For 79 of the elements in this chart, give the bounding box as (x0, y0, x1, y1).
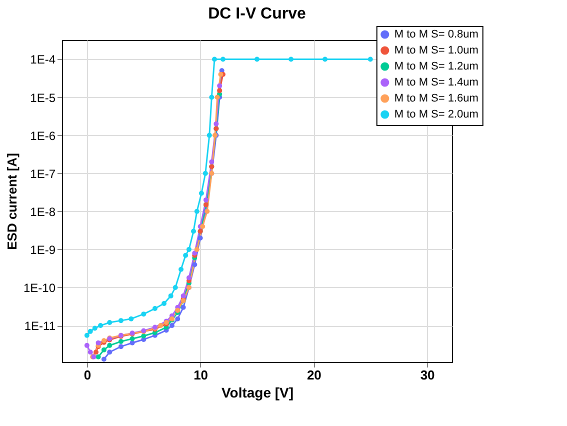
point (212, 56, 217, 62)
point (94, 350, 99, 355)
point (169, 323, 174, 328)
point (107, 350, 112, 355)
point (141, 312, 146, 317)
point (98, 323, 104, 328)
point (198, 235, 203, 240)
x-tick-label: 0 (84, 368, 92, 382)
x-tick-label: 10 (194, 368, 208, 382)
point (217, 83, 222, 88)
point (183, 252, 188, 258)
point (191, 228, 196, 234)
point (194, 246, 200, 252)
legend-label: M to M S= 1.6um (394, 92, 478, 104)
point (88, 350, 93, 355)
point (172, 284, 178, 290)
point (209, 159, 214, 164)
y-tick-label: 1E-6 (30, 128, 56, 143)
point (130, 336, 135, 342)
point (368, 56, 373, 62)
point (198, 190, 204, 196)
x-axis-title: Voltage [V] (221, 384, 294, 400)
point (203, 197, 208, 202)
chart-title: DC I-V Curve (208, 6, 306, 22)
point (96, 354, 101, 360)
y-tick-label: 1E-8 (30, 204, 56, 219)
point (101, 356, 106, 362)
point (254, 56, 260, 62)
point (192, 262, 198, 268)
point (202, 170, 208, 176)
point (96, 340, 101, 346)
point (107, 320, 112, 326)
point (220, 56, 226, 62)
y-tick-label: 1E-7 (30, 166, 56, 181)
point (84, 342, 90, 348)
point (180, 304, 186, 310)
legend-label: M to M S= 1.4um (394, 76, 478, 88)
point (214, 121, 219, 126)
point (107, 342, 112, 348)
point (178, 266, 184, 272)
point (92, 326, 98, 331)
y-tick-label: 1E-4 (30, 52, 56, 67)
point (209, 94, 214, 100)
point (168, 293, 174, 298)
point (186, 246, 192, 252)
y-tick-label: 1E-9 (30, 242, 56, 257)
point (118, 344, 124, 350)
point (217, 88, 222, 94)
point (194, 208, 200, 214)
point (180, 293, 186, 298)
point (118, 339, 124, 344)
point (88, 328, 93, 334)
legend-label: M to M S= 0.8um (394, 28, 478, 40)
point (118, 318, 124, 324)
point (141, 334, 146, 339)
point (175, 316, 180, 322)
y-tick-label: 1E-5 (30, 90, 56, 105)
point (162, 300, 167, 306)
point (128, 316, 134, 322)
point (130, 340, 135, 346)
x-tick-label: 30 (420, 368, 435, 382)
point (101, 347, 106, 352)
point (200, 224, 206, 230)
point (206, 132, 212, 138)
point (322, 56, 328, 62)
x-tick-label: 20 (306, 368, 322, 382)
point (152, 306, 158, 312)
legend-label: M to M S= 2.0um (394, 108, 478, 120)
point (214, 94, 220, 100)
legend-label: M to M S= 1.0um (394, 44, 478, 56)
y-tick-label: 1E-11 (24, 319, 56, 334)
point (218, 72, 224, 77)
legend-label: M to M S= 1.2um (394, 60, 478, 72)
y-axis-title: ESD current [A] (4, 153, 20, 250)
point (186, 275, 192, 280)
point (84, 332, 90, 338)
point (288, 56, 294, 62)
point (158, 323, 164, 328)
y-tick-label: 1E-10 (23, 280, 56, 295)
